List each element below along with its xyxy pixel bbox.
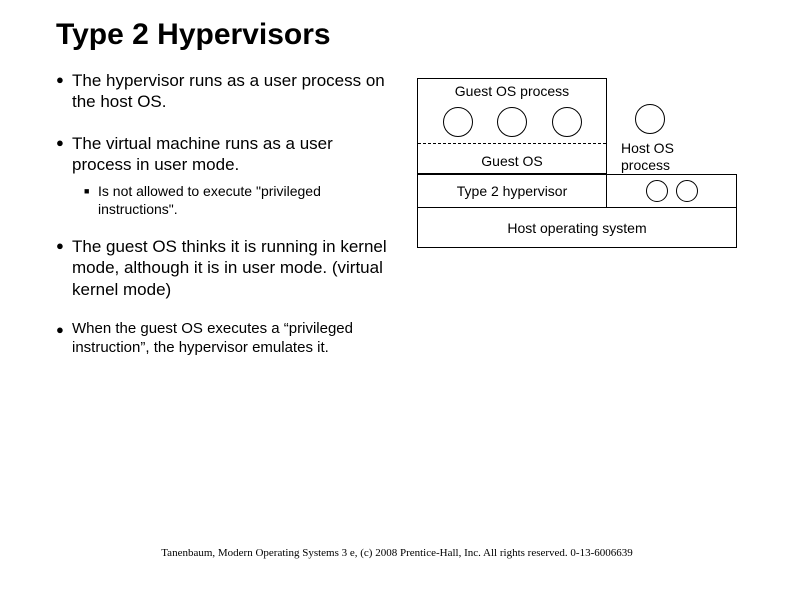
hypervisor-row: Type 2 hypervisor — [417, 174, 737, 208]
bullet-3: ● The guest OS thinks it is running in k… — [56, 236, 393, 300]
host-os-process-label: Host OS process — [617, 140, 674, 174]
bullet-2-sub: ■ Is not allowed to execute "privileged … — [84, 183, 393, 218]
process-circle-icon — [646, 180, 668, 202]
footer-citation: Tanenbaum, Modern Operating Systems 3 e,… — [0, 547, 794, 559]
type2-hypervisor-label: Type 2 hypervisor — [417, 174, 607, 208]
content-area: ● The hypervisor runs as a user process … — [56, 70, 754, 377]
slide-title: Type 2 Hypervisors — [56, 18, 754, 52]
guest-process-circles — [418, 107, 606, 137]
guest-os-process-label: Guest OS process — [418, 83, 606, 99]
bullet-icon: ● — [56, 236, 72, 300]
host-process-circles — [607, 174, 737, 208]
bullet-icon: ● — [56, 133, 72, 176]
bullet-text: When the guest OS executes a “privileged… — [72, 320, 393, 358]
bullet-1: ● The hypervisor runs as a user process … — [56, 70, 393, 113]
diagram-column: Guest OS process Guest OS Host OS proces… — [417, 70, 754, 377]
hypervisor-diagram: Guest OS process Guest OS Host OS proces… — [417, 74, 737, 248]
bullet-icon: ■ — [84, 183, 98, 218]
bullet-text: The guest OS thinks it is running in ker… — [72, 236, 393, 300]
bullet-text: The hypervisor runs as a user process on… — [72, 70, 393, 113]
process-circle-icon — [497, 107, 527, 137]
process-circle-icon — [443, 107, 473, 137]
bullet-4: ● When the guest OS executes a “privileg… — [56, 320, 393, 358]
slide: Type 2 Hypervisors ● The hypervisor runs… — [0, 0, 794, 595]
diagram-top-row: Guest OS process Guest OS Host OS proces… — [417, 74, 737, 174]
bullet-icon: ● — [56, 320, 72, 358]
host-process-area: Host OS process — [607, 104, 737, 174]
bullet-text: The virtual machine runs as a user proce… — [72, 133, 393, 176]
process-circle-icon — [676, 180, 698, 202]
guest-os-box: Guest OS process Guest OS — [417, 78, 607, 174]
host-os-label: Host operating system — [507, 220, 646, 236]
bullet-text: Is not allowed to execute "privileged in… — [98, 183, 393, 218]
process-circle-icon — [635, 104, 665, 134]
bullet-2: ● The virtual machine runs as a user pro… — [56, 133, 393, 176]
dashed-separator — [418, 143, 606, 144]
guest-os-label: Guest OS — [418, 153, 606, 169]
bullet-icon: ● — [56, 70, 72, 113]
process-circle-icon — [552, 107, 582, 137]
host-os-row: Host operating system — [417, 208, 737, 248]
bullet-list: ● The hypervisor runs as a user process … — [56, 70, 393, 377]
